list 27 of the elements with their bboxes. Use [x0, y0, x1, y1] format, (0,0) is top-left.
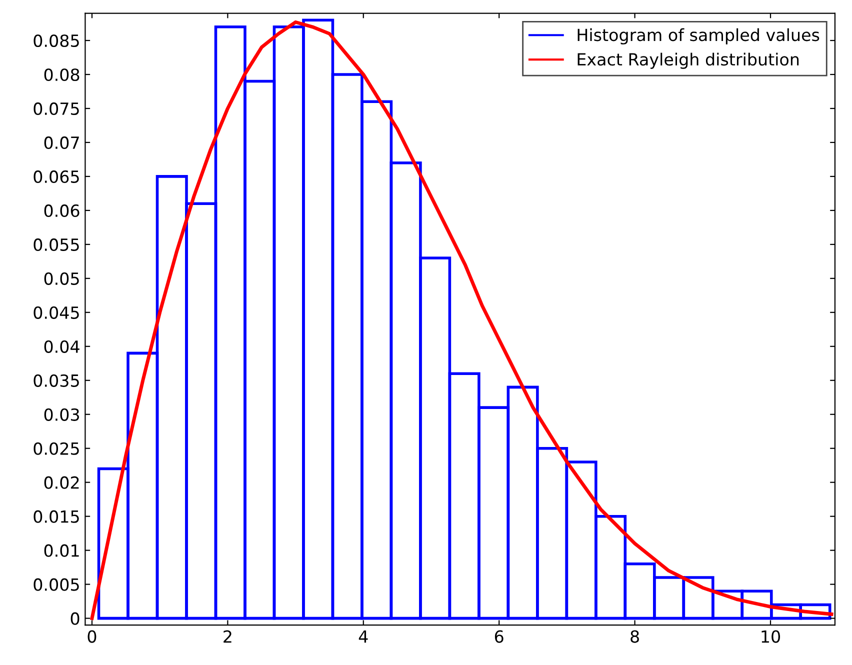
x-tick-label: 6 — [494, 630, 504, 643]
y-tick-label: 0.04 — [44, 340, 80, 353]
legend-label: Exact Rayleigh distribution — [578, 52, 799, 69]
y-tick-label: 0.08 — [44, 68, 80, 82]
legend-label: Histogram of sampled values — [578, 28, 820, 44]
y-tick-label: 0.035 — [34, 374, 79, 387]
y-tick-label: 0.075 — [34, 102, 79, 116]
y-tick-label: 0.05 — [44, 272, 79, 285]
y-tick-label: 0.06 — [44, 204, 80, 218]
y-tick-label: 0.055 — [34, 238, 79, 251]
x-tick-label: 0 — [88, 630, 96, 643]
x-tick-label: 2 — [224, 630, 232, 643]
line-series — [90, 20, 834, 620]
y-tick-label: 0.005 — [34, 578, 79, 591]
y-tick-label: 0.025 — [34, 442, 79, 455]
y-tick-label: 0 — [70, 612, 80, 625]
y-tick-label: 0.045 — [34, 306, 79, 319]
y-tick-label: 0.02 — [44, 476, 79, 489]
y-tick-label: 0.065 — [34, 170, 79, 184]
x-tick-label: 8 — [630, 630, 639, 643]
x-tick-label: 4 — [358, 630, 368, 643]
y-tick-label: 0.07 — [44, 136, 79, 150]
y-tick-label: 0.01 — [44, 544, 79, 557]
y-tick-label: 0.015 — [34, 510, 79, 523]
y-tick-label: 0.085 — [34, 34, 79, 48]
y-tick-label: 0.03 — [44, 408, 80, 421]
x-tick-label: 10 — [762, 630, 780, 643]
